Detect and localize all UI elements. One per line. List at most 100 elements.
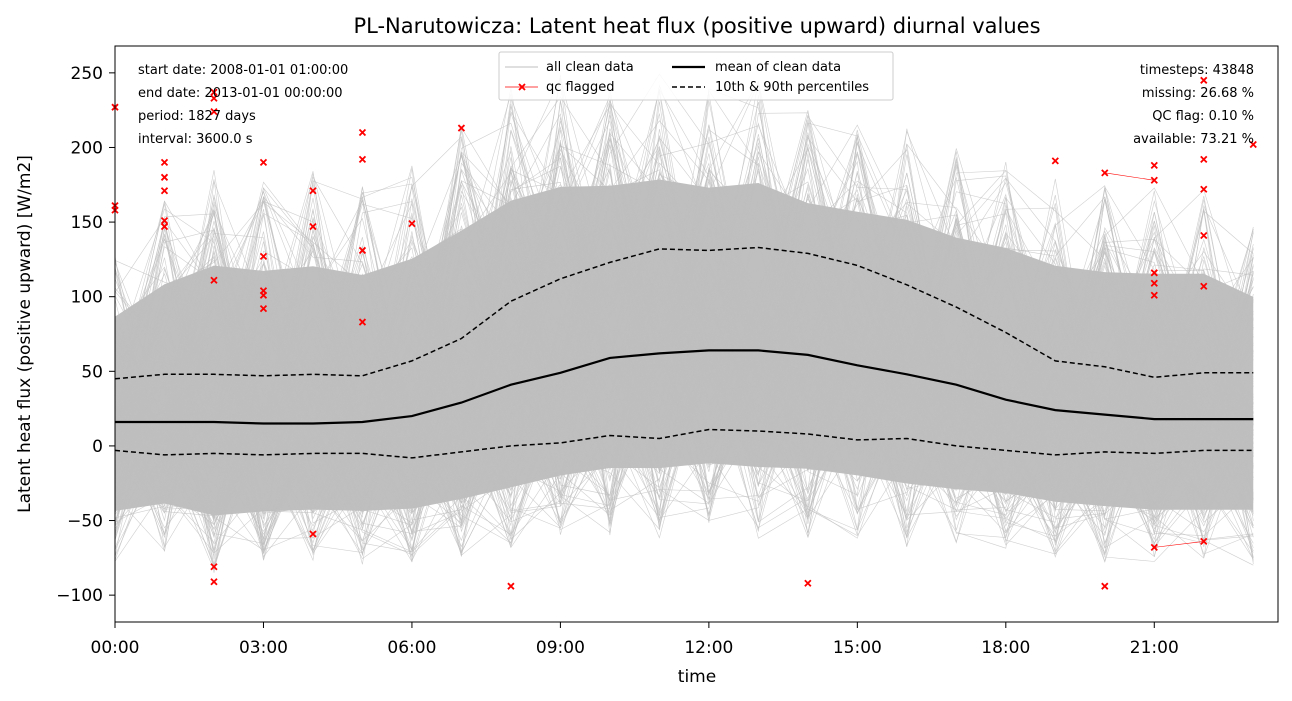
info-left: start date: 2008-01-01 01:00:00 end date… <box>138 63 348 147</box>
clean-data-line <box>115 199 1254 546</box>
y-tick-label: −50 <box>67 512 103 532</box>
qc-flagged-point <box>358 246 367 255</box>
clean-data-line <box>115 145 1254 557</box>
clean-data-line <box>115 190 1254 554</box>
x-tick-label: 18:00 <box>981 638 1030 658</box>
qc-flagged-point <box>1150 269 1158 277</box>
clean-data-line <box>115 93 1254 553</box>
qc-flagged-point <box>804 579 812 587</box>
clean-data-line <box>115 199 1254 520</box>
qc-flagged-point <box>408 219 416 228</box>
y-tick-label: −100 <box>56 586 103 606</box>
qc-flagged-link <box>1104 172 1155 181</box>
qc-flagged-point <box>309 530 317 538</box>
legend-box <box>498 51 894 101</box>
clean-data-line <box>115 87 1254 535</box>
clean-data-line <box>115 193 1254 515</box>
clean-data-line <box>115 186 1254 552</box>
clean-data-line <box>115 299 1254 543</box>
qc-flagged-layer <box>111 76 1257 590</box>
x-tick-label: 09:00 <box>536 638 585 658</box>
y-axis: 250 200 150 100 50 0 −50 −100 <box>56 64 115 606</box>
chart-title: PL-Narutowicza: Latent heat flux (positi… <box>353 14 1040 38</box>
qc-flagged-point <box>1150 543 1158 552</box>
clean-data-line <box>115 88 1254 530</box>
qc-flagged-point <box>1200 537 1208 546</box>
legend-label-mean: mean of clean data <box>715 60 841 75</box>
qc-flagged-point <box>1200 231 1208 240</box>
qc-flagged-point <box>358 318 367 326</box>
qc-flagged-point <box>358 155 367 164</box>
qc-flagged-point <box>1249 140 1257 149</box>
qc-flagged-link <box>1154 541 1204 548</box>
qc-flagged-point <box>160 173 169 181</box>
info-available: available: 73.21 % <box>1133 132 1254 147</box>
x-tick-label: 06:00 <box>387 638 436 658</box>
qc-flagged-point <box>309 187 317 195</box>
x-tick-label: 15:00 <box>833 638 882 658</box>
qc-flagged-point <box>210 94 218 102</box>
qc-flagged-point <box>259 252 268 261</box>
clean-data-line <box>115 91 1254 556</box>
qc-flagged-point <box>1200 282 1208 290</box>
clean-data-line <box>115 130 1254 556</box>
info-start-date: start date: 2008-01-01 01:00:00 <box>138 63 348 78</box>
clean-data-line <box>115 172 1254 566</box>
clean-data-line <box>115 248 1254 544</box>
clean-data-line <box>115 110 1254 569</box>
clean-data-line <box>115 94 1254 559</box>
clean-data-line <box>115 231 1254 550</box>
clean-data-line <box>115 189 1254 526</box>
clean-data-line <box>115 180 1254 537</box>
percentile-line <box>115 246 1254 380</box>
y-axis-label: Latent heat flux (positive upward) [W/m2… <box>15 155 35 513</box>
info-right: timesteps: 43848 missing: 26.68 % QC fla… <box>1133 63 1254 147</box>
clean-data-line <box>115 210 1254 564</box>
y-tick-label: 200 <box>71 138 103 158</box>
qc-flagged-point <box>160 158 169 167</box>
qc-flagged-point <box>160 187 169 195</box>
qc-flagged-point <box>457 124 466 132</box>
legend-label-clean: all clean data <box>546 60 634 75</box>
qc-flagged-point <box>259 158 268 167</box>
qc-flagged-point <box>1200 76 1208 84</box>
legend-label-percentiles: 10th & 90th percentiles <box>715 80 869 95</box>
clean-data-line <box>115 196 1254 529</box>
qc-flagged-point <box>1101 582 1109 590</box>
info-qc-flag: QC flag: 0.10 % <box>1152 109 1254 124</box>
y-tick-label: 50 <box>81 362 103 382</box>
x-tick-label: 00:00 <box>91 638 140 658</box>
plot-frame <box>114 45 1279 623</box>
clean-data-line <box>115 124 1254 543</box>
clean-data-line <box>115 147 1254 554</box>
x-tick-label: 03:00 <box>239 638 288 658</box>
qc-flagged-point <box>1051 157 1059 165</box>
info-missing: missing: 26.68 % <box>1142 86 1254 101</box>
clean-data-line <box>115 138 1254 573</box>
legend: all clean data qc flagged mean of clean … <box>498 51 894 101</box>
clean-data-line <box>115 202 1254 555</box>
qc-flagged-point <box>259 291 268 299</box>
x-tick-label: 12:00 <box>684 638 733 658</box>
y-tick-label: 0 <box>92 437 103 457</box>
clean-data-line <box>115 113 1254 515</box>
mean-line <box>115 349 1254 425</box>
series-layer <box>115 246 1254 459</box>
qc-flagged-point <box>1150 291 1158 299</box>
clean-data-line <box>115 167 1254 544</box>
y-tick-label: 100 <box>71 288 103 308</box>
info-interval: interval: 3600.0 s <box>138 132 253 147</box>
clean-data-line <box>115 117 1254 521</box>
clean-data-line <box>115 122 1254 516</box>
info-period: period: 1827 days <box>138 109 256 124</box>
clean-data-line <box>115 149 1254 562</box>
clean-data-lines <box>115 73 1254 573</box>
clean-data-line <box>115 132 1254 545</box>
clean-data-line <box>115 137 1254 523</box>
clean-data-line <box>115 183 1254 522</box>
clean-data-line <box>115 100 1254 538</box>
x-axis-label: time <box>678 667 716 687</box>
x-axis: 00:00 03:00 06:00 09:00 12:00 15:00 18:00 21:00 <box>91 622 1179 658</box>
qc-flagged-point <box>309 222 317 231</box>
